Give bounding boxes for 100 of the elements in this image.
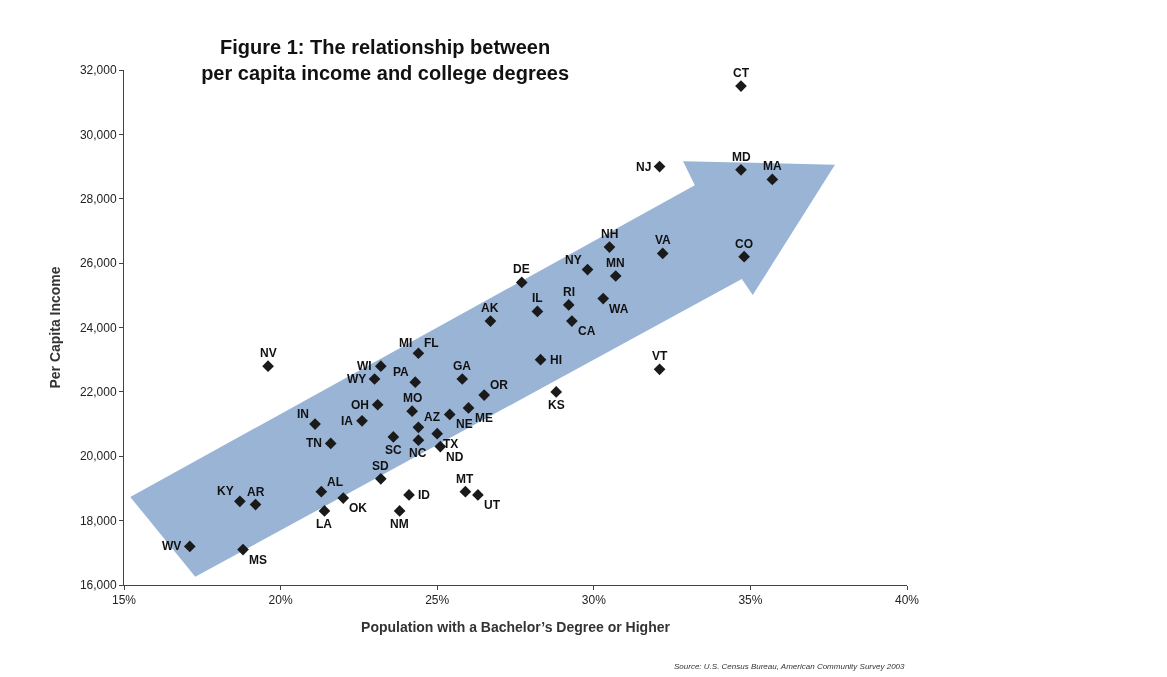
y-tick-label: 26,000 [79, 256, 117, 271]
annotation: CT [733, 66, 750, 80]
annotation: IN [297, 407, 309, 421]
annotation: NV [260, 346, 277, 360]
point [766, 173, 779, 186]
point [534, 353, 547, 366]
point [324, 437, 337, 450]
annotation: IA [341, 414, 354, 428]
annotation: AL [327, 475, 343, 489]
point [581, 263, 594, 276]
point [237, 543, 249, 556]
annotation: SD [372, 459, 389, 473]
annotation: NM [390, 517, 409, 531]
annotation: WA [609, 302, 629, 316]
annotation: ID [418, 488, 431, 502]
source-note: Source: U.S. Census Bureau, American Community Survey 2003 [674, 662, 906, 671]
annotation: FL [424, 336, 439, 350]
y-tick-label: 32,000 [79, 63, 117, 78]
y-tick-label: 16,000 [79, 578, 117, 593]
annotation: PA [393, 365, 410, 379]
x-tick-label: 35% [738, 593, 763, 608]
point [566, 315, 578, 327]
annotation: WI [357, 359, 372, 373]
annotation: AZ [424, 410, 440, 424]
annotation: MN [606, 256, 625, 270]
annotation: NH [601, 227, 619, 241]
point [484, 315, 497, 327]
point [459, 485, 472, 498]
point [234, 495, 246, 508]
annotation: RI [563, 285, 575, 299]
point [431, 427, 444, 440]
point [456, 373, 469, 385]
annotation: WV [162, 539, 182, 553]
point [653, 363, 666, 376]
point [183, 540, 196, 553]
annotation: MS [249, 553, 267, 567]
annotation: SC [385, 443, 402, 457]
chart-title: Figure 1: The relationship between per capita income and college degrees [201, 36, 570, 85]
y-tick-label: 22,000 [79, 385, 117, 400]
annotation: LA [316, 517, 333, 531]
annotation: OH [351, 398, 369, 412]
annotation: IL [532, 291, 543, 305]
annotation: AR [247, 485, 265, 499]
point [315, 485, 328, 498]
x-tick-label: 20% [268, 593, 293, 608]
annotation: UT [484, 498, 501, 512]
annotation: HI [550, 353, 562, 367]
annotation: NC [409, 446, 427, 460]
point [656, 247, 669, 260]
x-tick-label: 25% [425, 593, 450, 608]
point [337, 492, 350, 504]
annotation: CA [578, 324, 596, 338]
point [738, 250, 750, 263]
point [412, 347, 425, 360]
annotation: KY [217, 484, 234, 498]
annotation: DE [513, 262, 530, 276]
annotation: NJ [636, 160, 652, 174]
point [262, 360, 274, 372]
y-tick-label: 30,000 [79, 127, 117, 142]
point [472, 489, 484, 501]
annotation: MI [399, 336, 413, 350]
y-tick-label: 28,000 [79, 191, 117, 206]
annotation: NE [456, 417, 473, 431]
point [462, 402, 475, 414]
point [609, 270, 622, 282]
y-tick-label: 24,000 [79, 320, 117, 335]
annotation: TX [443, 437, 459, 451]
point [368, 373, 381, 385]
y-tick-label: 18,000 [79, 513, 117, 528]
y-axis-title: Per Capita Income [47, 266, 64, 389]
point [374, 360, 387, 372]
annotation: ND [446, 450, 464, 464]
annotation: OK [349, 501, 368, 515]
point [249, 498, 262, 511]
annotation: GA [453, 359, 472, 373]
annotation: MO [403, 391, 423, 405]
point [603, 241, 616, 253]
point [374, 472, 387, 485]
point [412, 421, 425, 434]
annotation: MT [456, 472, 474, 486]
annotation: WY [347, 372, 367, 386]
point [387, 431, 400, 443]
x-axis-title: Population with a Bachelor’s Degree or Higher [361, 618, 671, 635]
annotation: VA [655, 233, 672, 247]
point [562, 299, 575, 311]
annotation: AK [481, 301, 499, 315]
annotation: NY [565, 253, 582, 267]
x-tick-label: 15% [111, 593, 137, 608]
y-tick-label: 20,000 [79, 449, 117, 464]
annotation: VT [652, 349, 668, 363]
point [409, 376, 422, 389]
point [478, 389, 491, 401]
point [318, 505, 331, 517]
annotation: ME [475, 411, 493, 425]
annotation: CO [735, 237, 753, 251]
annotation: MD [732, 150, 751, 164]
point [356, 414, 368, 427]
annotation: MA [763, 159, 782, 173]
point [443, 408, 456, 421]
point [653, 160, 666, 173]
